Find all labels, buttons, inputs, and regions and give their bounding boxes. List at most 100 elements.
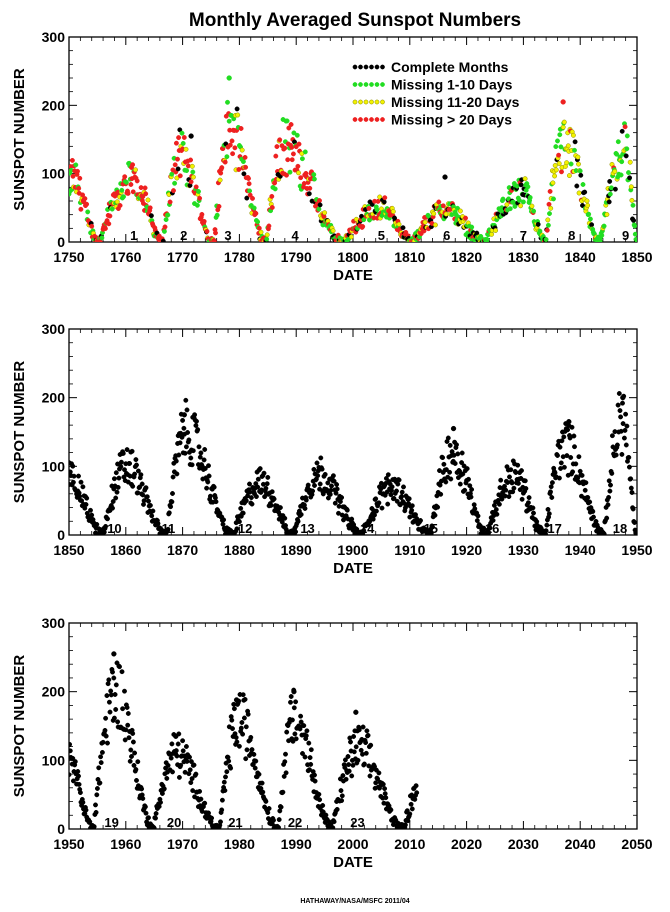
- data-point: [566, 173, 572, 179]
- data-point: [568, 161, 574, 167]
- data-point: [440, 455, 446, 461]
- data-point: [414, 790, 420, 796]
- data-point: [110, 505, 115, 511]
- data-point: [88, 507, 93, 513]
- data-point: [506, 494, 512, 500]
- data-point: [140, 492, 146, 498]
- data-point: [293, 529, 299, 535]
- data-point: [99, 749, 105, 755]
- data-point: [176, 135, 182, 141]
- data-point: [184, 407, 190, 413]
- chart-panel-3: 1950 1960 1970 1980 1990 2000 2010 2020 2030 2040…: [11, 615, 653, 871]
- plot-frame: [68, 328, 638, 536]
- cycle-label: 1: [130, 228, 137, 243]
- data-point: [113, 682, 119, 688]
- data-point: [515, 462, 521, 468]
- data-point: [193, 184, 199, 190]
- data-point: [238, 505, 244, 511]
- legend-marker: [358, 82, 363, 87]
- data-point: [245, 711, 251, 717]
- data-point: [543, 237, 549, 242]
- data-point: [80, 484, 86, 490]
- data-point: [183, 146, 189, 152]
- data-point: [111, 675, 117, 681]
- data-point: [168, 504, 174, 510]
- data-point: [614, 151, 620, 157]
- data-point: [381, 199, 387, 205]
- data-point: [382, 195, 388, 201]
- data-point: [330, 228, 336, 234]
- data-point: [445, 435, 451, 441]
- data-point: [125, 190, 131, 196]
- data-point: [555, 453, 560, 458]
- data-point: [264, 232, 270, 238]
- data-point: [188, 179, 194, 185]
- data-point: [228, 765, 234, 771]
- data-point: [623, 442, 629, 448]
- data-point: [209, 815, 215, 821]
- legend-marker: [369, 117, 374, 122]
- data-point: [291, 130, 297, 136]
- legend-marker: [363, 117, 369, 122]
- data-point: [587, 499, 593, 505]
- data-point: [211, 238, 217, 242]
- data-point: [342, 757, 348, 763]
- data-point: [572, 147, 577, 153]
- data-point: [412, 796, 418, 802]
- data-point: [380, 781, 386, 787]
- data-point: [612, 168, 618, 174]
- data-point: [195, 427, 201, 433]
- data-point: [290, 151, 296, 157]
- data-point: [106, 699, 112, 705]
- data-point: [134, 777, 139, 783]
- x-tick-label: 1970: [167, 836, 198, 852]
- data-point: [343, 776, 349, 782]
- data-point: [103, 733, 109, 739]
- data-point: [229, 138, 235, 144]
- data-point: [91, 824, 97, 829]
- data-point: [127, 461, 133, 466]
- data-point: [576, 190, 582, 196]
- data-point: [358, 747, 364, 753]
- data-point: [94, 786, 100, 791]
- data-point: [622, 427, 628, 433]
- data-point: [169, 171, 175, 177]
- legend-marker: [380, 99, 385, 105]
- data-point: [500, 196, 506, 202]
- highlight-point: [226, 75, 232, 81]
- data-point: [122, 737, 128, 743]
- data-point: [126, 735, 132, 741]
- chart-title: Monthly Averaged Sunspot Numbers: [189, 10, 521, 31]
- data-point: [399, 494, 405, 499]
- data-point: [239, 720, 245, 725]
- data-point: [413, 783, 419, 789]
- data-point: [408, 801, 414, 807]
- cycle-label: 22: [288, 815, 302, 830]
- data-point: [493, 228, 499, 233]
- data-point: [240, 510, 246, 516]
- data-point: [202, 466, 208, 471]
- data-point: [177, 440, 183, 446]
- data-point: [622, 124, 628, 130]
- data-point: [263, 485, 269, 491]
- data-point: [624, 133, 630, 139]
- data-point: [124, 705, 130, 710]
- data-point: [77, 790, 83, 796]
- data-point: [139, 481, 145, 487]
- data-point: [317, 202, 323, 208]
- data-point: [181, 135, 187, 140]
- data-point: [256, 771, 262, 777]
- data-point: [609, 470, 615, 476]
- cycle-label: 19: [104, 815, 118, 830]
- data-point: [579, 472, 585, 478]
- data-point: [234, 106, 240, 112]
- data-point: [177, 173, 183, 179]
- data-point: [165, 526, 171, 532]
- y-tick-label: 200: [42, 684, 66, 700]
- data-point: [390, 209, 396, 214]
- data-point: [619, 159, 625, 165]
- data-point: [243, 724, 249, 730]
- legend-marker: [358, 99, 363, 105]
- data-point: [312, 778, 318, 784]
- data-points: [69, 391, 637, 535]
